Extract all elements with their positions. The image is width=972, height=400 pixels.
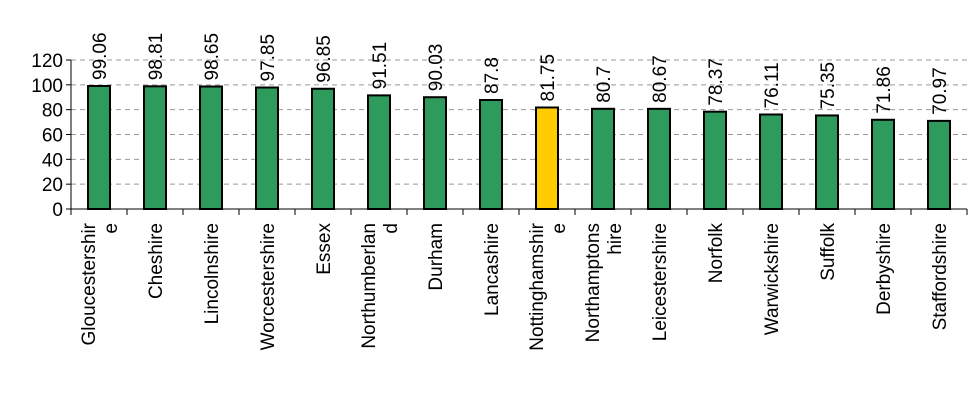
category-label: Norfolk (706, 223, 727, 284)
data-label: 87.8 (482, 57, 503, 94)
data-label: 98.81 (146, 33, 167, 81)
y-tick-label: 40 (42, 150, 63, 171)
bar-gloucestershire (87, 85, 111, 210)
category-label: Cheshire (146, 223, 167, 299)
category-label: Nottinghamshir (527, 222, 548, 350)
category-label: Northamptons (583, 223, 604, 342)
bar-northumberland (367, 94, 391, 210)
y-tick-label: 60 (42, 126, 63, 147)
bar-durham (423, 96, 447, 210)
data-label: 81.75 (538, 54, 559, 102)
y-tick-label: 0 (52, 200, 63, 221)
category-label: Warwickshire (762, 223, 783, 335)
category-label: Essex (314, 223, 335, 275)
bar-warwickshire (759, 113, 783, 210)
category-label: e (549, 223, 570, 234)
data-label: 97.85 (258, 34, 279, 82)
bar-northamptonshire (591, 107, 615, 210)
category-label: d (381, 223, 402, 234)
category-label: Worcestershire (258, 223, 279, 350)
data-label: 99.06 (90, 32, 111, 80)
category-label: Durham (426, 223, 447, 291)
bar-norfolk (703, 110, 727, 210)
bar-derbyshire (871, 118, 895, 210)
data-label: 76.11 (762, 62, 783, 108)
y-tick-label: 100 (31, 76, 63, 97)
data-label: 78.37 (706, 58, 727, 106)
bar-staffordshire (927, 119, 951, 210)
y-tick-label: 120 (31, 51, 63, 72)
axes: 0 20 40 60 80 100 120 (31, 51, 968, 221)
category-label: hire (605, 223, 626, 255)
bar-worcestershire (255, 86, 279, 210)
category-label: Suffolk (818, 223, 839, 281)
bar-nottinghamshire (535, 106, 559, 210)
data-label: 80.67 (650, 55, 671, 103)
data-label: 70.97 (930, 67, 951, 115)
category-label: Derbyshire (874, 223, 895, 315)
data-label: 90.03 (426, 44, 447, 92)
data-label: 91.51 (370, 42, 391, 90)
data-label: 80.7 (594, 66, 615, 103)
y-tick-label: 20 (42, 175, 63, 196)
category-label: Gloucestershir (79, 222, 100, 345)
bar-lincolnshire (199, 85, 223, 210)
bar-suffolk (815, 114, 839, 210)
bar-essex (311, 87, 335, 210)
bar-leicestershire (647, 107, 671, 210)
data-label: 75.35 (818, 62, 839, 110)
category-label: Leicestershire (650, 223, 671, 341)
data-label: 96.85 (314, 35, 335, 83)
category-label: Lincolnshire (202, 223, 223, 324)
y-tick-label: 80 (42, 101, 63, 122)
data-label: 71.86 (874, 66, 895, 114)
data-label: 98.65 (202, 33, 223, 81)
bar-cheshire (143, 85, 167, 210)
category-label: e (101, 223, 122, 234)
category-label: Northumberlan (359, 223, 380, 349)
category-label: Staffordshire (930, 223, 951, 330)
bar-lancashire (479, 98, 503, 210)
category-label: Lancashire (482, 223, 503, 316)
